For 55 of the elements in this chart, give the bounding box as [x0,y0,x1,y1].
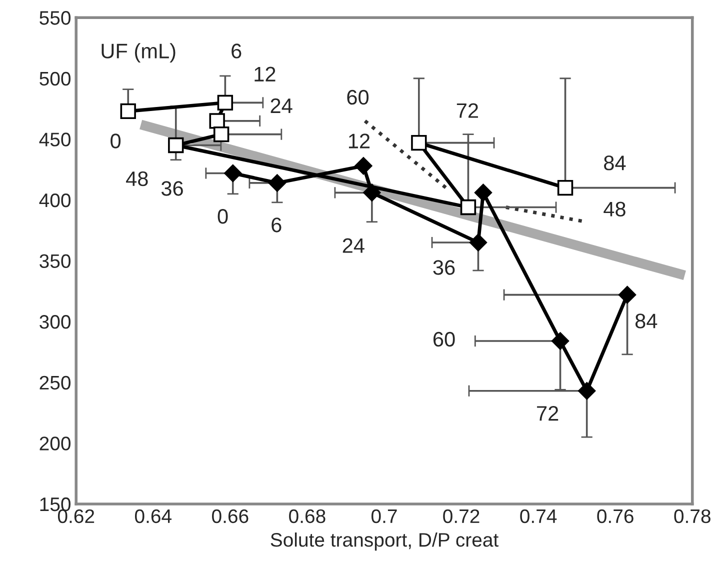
y-tick-label: 300 [40,315,71,329]
point [474,184,492,202]
annotation: 72 [456,103,478,118]
x-tick-label: 0.64 [134,509,172,524]
y-tick-label: 450 [39,132,71,146]
point [120,103,136,120]
point [557,180,574,196]
annotation: 6 [232,44,242,58]
point [552,332,570,350]
y-tick-label: 250 [40,376,71,390]
annotation: 0 [218,209,228,224]
annotation: 6 [272,218,282,232]
annotation: 36 [433,260,455,275]
point [209,113,225,129]
y-tick-label: 400 [39,193,71,208]
annotation: 12 [254,66,276,82]
annotation: 60 [434,332,455,347]
point [460,199,476,216]
annotation: 24 [342,238,364,253]
annotation: 48 [604,202,626,217]
x-tick-label: 0.68 [289,509,326,524]
annotation: 84 [635,314,658,328]
y-tick-label: 550 [40,11,71,25]
point [217,94,234,111]
point [469,234,487,252]
y-tick-label: 350 [40,254,71,268]
point [168,137,184,154]
x-tick-label: 0.7 [371,509,397,524]
annotation: 12 [348,134,370,148]
x-tick-label: 0.74 [520,509,557,524]
point [224,164,242,182]
point [354,157,372,175]
annotation: 0 [110,134,121,148]
point [578,382,596,400]
point [213,126,230,142]
annotation: 24 [270,98,292,113]
x-tick-label: 0.62 [58,509,94,524]
point [363,184,381,202]
point [411,134,427,151]
point [268,174,286,192]
annotation: 72 [537,406,558,421]
annotation: 36 [161,181,183,196]
annotation: UF (mL) [102,43,176,63]
x-tick-label: 0.66 [212,509,248,524]
x-tick-label: 0.72 [443,509,480,524]
y-tick-label: 200 [40,436,71,450]
x-axis-title: Solute transport, D/P creat [270,532,498,551]
x-tick-label: 0.76 [597,509,634,524]
annotation: 48 [126,171,148,186]
point [618,286,636,304]
annotation: 60 [347,90,369,105]
y-tick-label: 150 [40,497,71,512]
annotation: 84 [604,156,626,170]
x-tick-label: 0.78 [674,509,710,524]
y-tick-label: 500 [40,72,71,86]
